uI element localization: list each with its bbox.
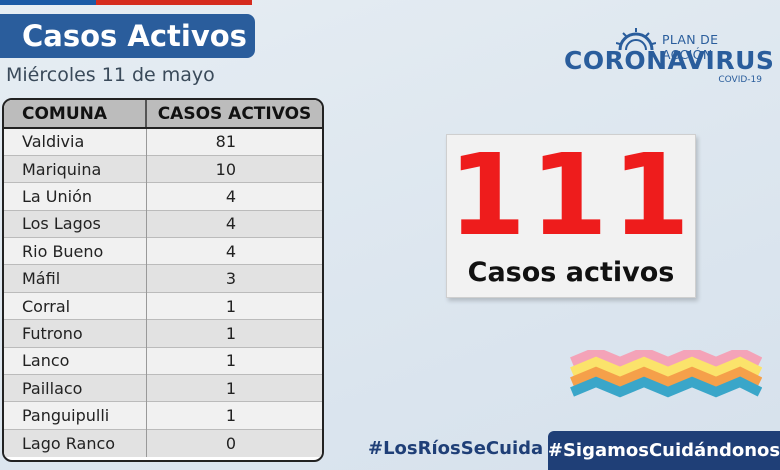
comuna-cell: Futrono [4,319,147,348]
logo-covid-text: COVID-19 [718,75,762,85]
comuna-cell: Mariquina [4,154,147,183]
table-row: Los Lagos 4 [4,209,322,238]
comuna-cell: Rio Bueno [4,237,147,265]
casos-cell: 1 [146,374,322,402]
casos-cell: 4 [146,237,322,265]
hashtag-sigamos: #SigamosCuidándonos [548,431,780,470]
casos-cell: 81 [146,127,322,156]
table-row: Lanco 1 [4,346,322,375]
casos-cell: 4 [146,182,322,211]
comuna-cell: Paillaco [4,374,147,402]
comuna-cell: Los Lagos [4,209,147,238]
table-row: La Unión 4 [4,182,322,211]
page-title: Casos Activos [0,14,255,58]
report-date: Miércoles 11 de mayo [6,64,215,86]
table-header-row: COMUNA CASOS ACTIVOS [4,100,322,129]
casos-cell: 4 [146,209,322,238]
table-row: Paillaco 1 [4,374,322,402]
table-row: Corral 1 [4,291,322,320]
table-row: Panguipulli 1 [4,401,322,430]
total-cases-label: Casos activos [467,257,675,288]
comuna-cell: La Unión [4,182,147,211]
table-row: Rio Bueno 4 [4,237,322,265]
table-row: Valdivia 81 [4,127,322,156]
casos-cell: 1 [146,291,322,320]
comuna-cell: Corral [4,291,147,320]
casos-cell: 3 [146,264,322,293]
table-row: Máfil 3 [4,264,322,293]
table-row: Lago Ranco 0 [4,428,322,457]
rainbow-waves-graphic [570,350,762,398]
logo-plan-text: PLAN DE ACCIÓN [662,32,719,62]
table-row: Futrono 1 [4,319,322,348]
comuna-cell: Máfil [4,264,147,293]
comuna-cell: Panguipulli [4,401,147,430]
casos-cell: 1 [146,401,322,430]
casos-cell: 10 [146,154,322,183]
virus-sun-icon [616,28,656,50]
casos-cell: 1 [146,346,322,375]
coronavirus-plan-logo: PLAN DE ACCIÓN CORONAVIRUS COVID-19 [562,26,774,88]
total-cases-card: 111 Casos activos [446,134,696,298]
column-header-comuna: COMUNA [4,100,147,129]
cases-table: COMUNA CASOS ACTIVOS Valdivia 81 Mariquin… [2,98,324,462]
hashtag-los-rios: #LosRíosSeCuida [368,438,544,459]
comuna-cell: Lanco [4,346,147,375]
casos-cell: 0 [146,428,322,457]
logo-coronavirus-text: CORONAVIRUS [564,46,775,75]
casos-cell: 1 [146,319,322,348]
total-cases-number: 111 [448,131,694,261]
comuna-cell: Valdivia [4,127,147,156]
flag-stripe [0,0,252,5]
table-row: Mariquina 10 [4,154,322,183]
column-header-casos: CASOS ACTIVOS [146,100,322,129]
comuna-cell: Lago Ranco [4,428,147,457]
